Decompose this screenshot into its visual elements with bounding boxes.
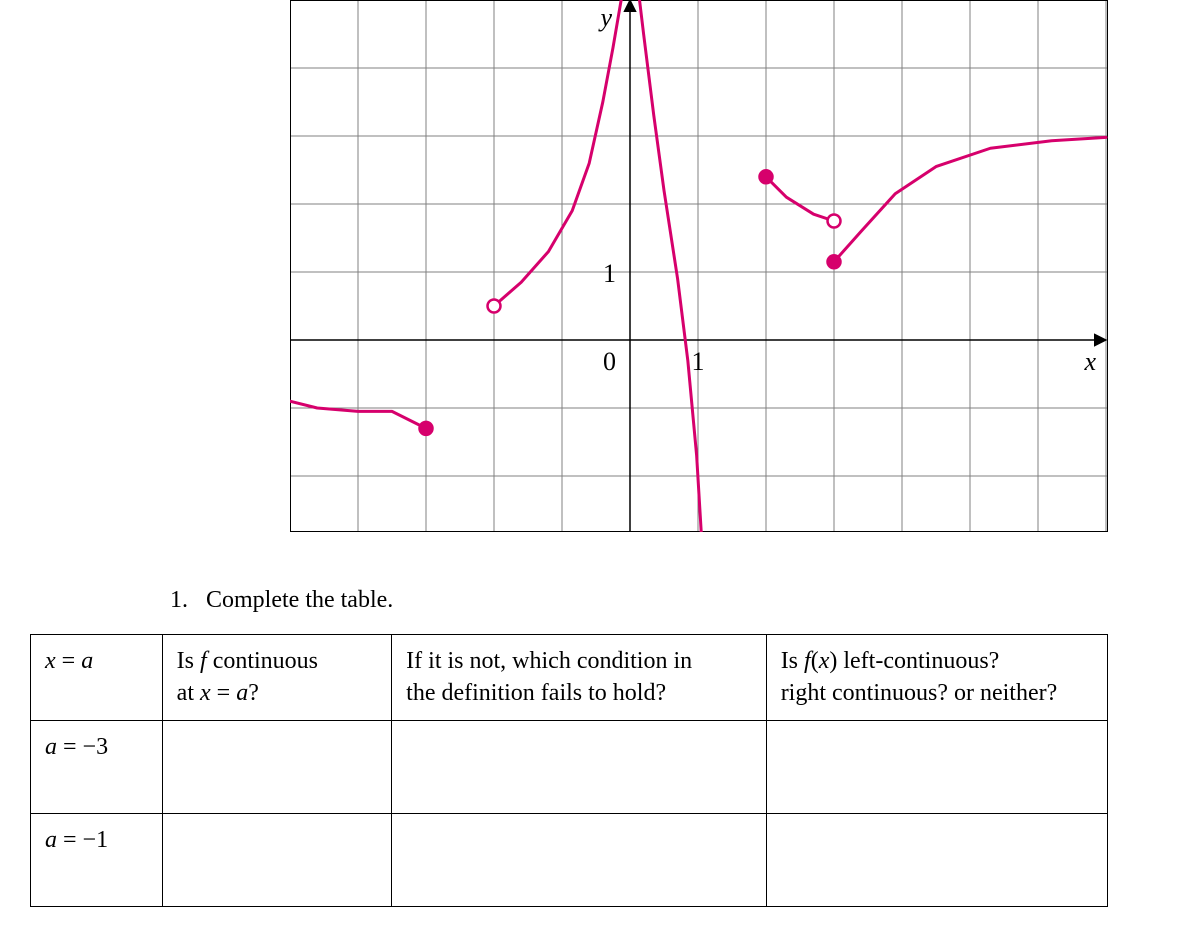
svg-text:x: x: [1083, 347, 1096, 376]
row-label-a-neg1: a = −1: [31, 813, 163, 906]
svg-text:1: 1: [692, 347, 705, 376]
table-header-row: x = a Is f continuousat x = a? If it is …: [31, 635, 1108, 721]
cell-blank: [392, 720, 767, 813]
col-header-x-equals-a: x = a: [31, 635, 163, 721]
table-row: a = −1: [31, 813, 1108, 906]
chart-svg: y x 0 1 1: [290, 0, 1108, 532]
question-number: 1.: [170, 587, 188, 613]
question-prompt: 1. Complete the table.: [170, 587, 1200, 614]
svg-text:1: 1: [603, 259, 616, 288]
col-header-continuous: Is f continuousat x = a?: [162, 635, 392, 721]
cell-blank: [162, 813, 392, 906]
cell-blank: [766, 720, 1107, 813]
col-header-condition: If it is not, which condition in the def…: [392, 635, 767, 721]
cell-blank: [392, 813, 767, 906]
row-label-a-neg3: a = −3: [31, 720, 163, 813]
col-header-sided: Is f(x) left-continuous? right continuou…: [766, 635, 1107, 721]
answer-table: x = a Is f continuousat x = a? If it is …: [30, 634, 1108, 907]
cell-blank: [162, 720, 392, 813]
svg-text:y: y: [597, 3, 612, 32]
cell-blank: [766, 813, 1107, 906]
question-text: Complete the table.: [206, 587, 393, 613]
table-row: a = −3: [31, 720, 1108, 813]
continuity-graph: y x 0 1 1: [290, 0, 1200, 537]
svg-text:0: 0: [603, 347, 616, 376]
